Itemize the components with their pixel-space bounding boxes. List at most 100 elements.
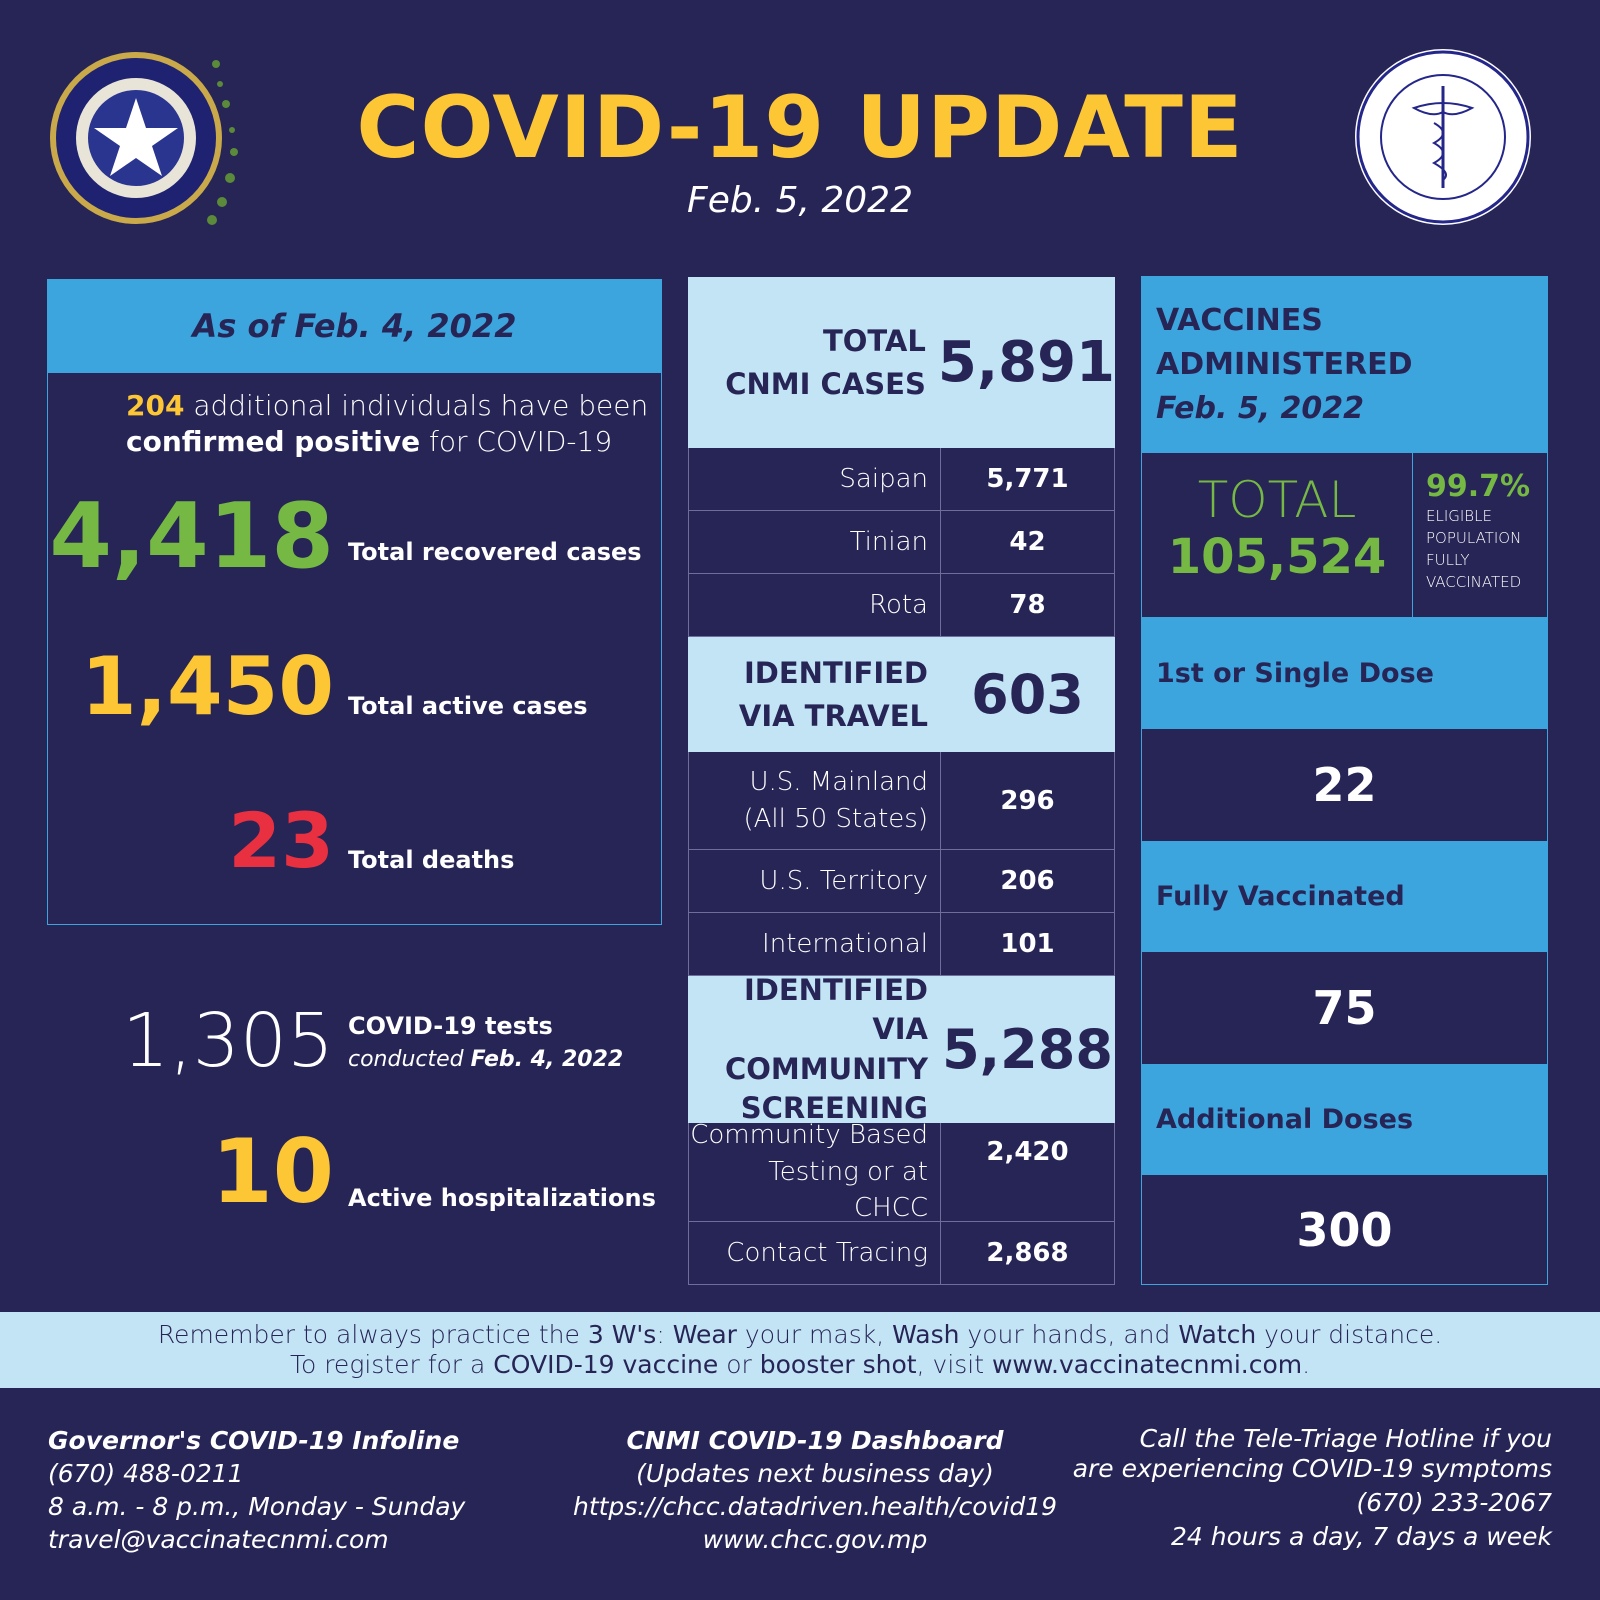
- row-value: 42: [1009, 527, 1046, 557]
- additional-count: 204: [126, 389, 185, 422]
- recovered-label: Total recovered cases: [348, 538, 642, 566]
- row-label: (All 50 States): [743, 803, 928, 834]
- table-row: Community Based Testing or at CHCC 2,420: [688, 1120, 1115, 1224]
- text: CNMI COVID-19 Dashboard: [626, 1426, 1004, 1455]
- text: COMMUNITY: [724, 1051, 928, 1086]
- table-row: Contact Tracing 2,868: [688, 1222, 1115, 1285]
- text: VACCINATED: [1426, 573, 1522, 591]
- row-value: 101: [1000, 929, 1055, 959]
- active-label: Total active cases: [348, 692, 588, 720]
- text: Feb. 4, 2022: [470, 1047, 624, 1072]
- text: 8 a.m. - 8 p.m., Monday - Sunday: [48, 1492, 466, 1521]
- text: .: [1302, 1350, 1311, 1379]
- row-label: Saipan: [689, 448, 941, 510]
- row-label: Testing or at CHCC: [768, 1156, 928, 1224]
- community-header: IDENTIFIED VIA COMMUNITY SCREENING 5,288: [688, 973, 1115, 1125]
- text: for COVID-19: [420, 425, 613, 458]
- text: are experiencing COVID-19 symptoms: [1072, 1454, 1552, 1483]
- text: VACCINES: [1156, 303, 1323, 338]
- vaccines-panel: VACCINES ADMINISTERED Feb. 5, 2022 TOTAL 1…: [1141, 276, 1548, 1285]
- dose-label: Fully Vaccinated: [1142, 841, 1547, 952]
- pct-value: 99.7%: [1426, 469, 1531, 504]
- fully-vaccinated-pct: 99.7% ELIGIBLE POPULATION FULLY VACCINATED: [1426, 469, 1530, 593]
- text: confirmed positive: [126, 425, 421, 458]
- text: ELIGIBLE: [1426, 507, 1492, 525]
- table-row: Rota 78: [688, 574, 1115, 637]
- vaccines-header: VACCINES ADMINISTERED Feb. 5, 2022: [1142, 277, 1547, 453]
- dashboard-link[interactable]: https://chcc.datadriven.health/covid19: [572, 1492, 1058, 1521]
- text: 24 hours a day, 7 days a week: [1171, 1522, 1552, 1551]
- text: , visit: [916, 1350, 992, 1379]
- hospitalizations-label: Active hospitalizations: [348, 1184, 656, 1212]
- page-title: COVID-19 UPDATE: [356, 78, 1244, 178]
- text: IDENTIFIED VIA: [744, 973, 928, 1047]
- website-link[interactable]: www.chcc.gov.mp: [702, 1525, 928, 1554]
- text: Wash: [892, 1320, 960, 1349]
- text: To register for a: [289, 1350, 494, 1379]
- row-label: Tinian: [689, 511, 941, 573]
- text: TOTAL: [1197, 471, 1357, 529]
- row-value: 5,771: [986, 464, 1069, 494]
- text: TOTAL: [822, 324, 926, 359]
- dose-value: 75: [1312, 981, 1377, 1035]
- text: additional individuals have been: [184, 389, 649, 422]
- cases-table: TOTAL CNMI CASES 5,891 Saipan 5,771 Tinian 4…: [688, 277, 1115, 1285]
- text: your mask,: [736, 1320, 893, 1349]
- deaths-count: 23: [228, 796, 334, 885]
- row-label: Rota: [689, 574, 941, 636]
- hospitalizations-count: 10: [211, 1120, 334, 1223]
- total-cases-header: TOTAL CNMI CASES 5,891: [688, 277, 1115, 448]
- deaths-label: Total deaths: [348, 846, 515, 874]
- as-of-date: As of Feb. 4, 2022: [48, 280, 661, 373]
- community-cases: 5,288: [942, 1018, 1113, 1081]
- text: ADMINISTERED: [1156, 347, 1413, 382]
- row-value: 2,420: [986, 1137, 1069, 1167]
- text: Remember to always practice the: [157, 1320, 588, 1349]
- update-date: Feb. 5, 2022: [686, 180, 913, 221]
- dose-value: 300: [1296, 1203, 1393, 1257]
- triage-info: Call the Tele-Triage Hotline if you are …: [1073, 1424, 1552, 1552]
- text: if you: [1474, 1424, 1552, 1453]
- row-value: 296: [1000, 785, 1055, 816]
- tests-count: 1,305: [122, 998, 334, 1084]
- dose-label: 1st or Single Dose: [1142, 617, 1547, 729]
- row-value: 2,868: [986, 1238, 1069, 1268]
- additional-cases-text: 204 additional individuals have been con…: [126, 388, 648, 460]
- infoline-info: Governor's COVID-19 Infoline (670) 488-0…: [48, 1424, 465, 1556]
- travel-cases: 603: [971, 663, 1084, 726]
- active-count: 1,450: [80, 640, 334, 733]
- cnmi-seal-logo: [48, 52, 248, 231]
- vaccine-link[interactable]: www.vaccinatecnmi.com: [991, 1350, 1303, 1379]
- dose-value: 22: [1312, 758, 1377, 812]
- row-label: Community Based: [690, 1120, 928, 1151]
- reminder-banner: Remember to always practice the 3 W's: W…: [0, 1312, 1600, 1388]
- total-cases: 5,891: [937, 330, 1115, 395]
- text: SCREENING: [740, 1090, 928, 1125]
- text: :: [656, 1320, 673, 1349]
- text: booster shot: [759, 1350, 917, 1379]
- dose-label: Additional Doses: [1142, 1064, 1547, 1175]
- tests-label: COVID-19 tests: [348, 1012, 553, 1040]
- chcc-logo: [1354, 48, 1532, 230]
- text: Tele-Triage Hotline: [1243, 1424, 1475, 1453]
- text: VIA TRAVEL: [738, 698, 928, 733]
- text: Call the: [1139, 1424, 1244, 1453]
- phone: (670) 488-0211: [48, 1459, 244, 1488]
- table-row: U.S. Mainland (All 50 States) 296: [688, 752, 1115, 850]
- summary-panel: As of Feb. 4, 2022: [47, 279, 662, 925]
- row-label: U.S. Mainland: [749, 767, 928, 798]
- text: your distance.: [1256, 1320, 1443, 1349]
- text: 3 W's: [587, 1320, 657, 1349]
- table-row: Tinian 42: [688, 511, 1115, 574]
- phone: (670) 233-2067: [1356, 1488, 1552, 1517]
- text: your hands, and: [959, 1320, 1179, 1349]
- text: Watch: [1178, 1320, 1257, 1349]
- tests-sub: conducted Feb. 4, 2022: [348, 1047, 623, 1072]
- recovered-count: 4,418: [49, 484, 334, 589]
- vaccines-total: TOTAL 105,524: [1142, 453, 1413, 617]
- text: Wear: [672, 1320, 737, 1349]
- dashboard-info: CNMI COVID-19 Dashboard (Updates next bu…: [560, 1424, 1070, 1556]
- email-link[interactable]: travel@vaccinatecnmi.com: [48, 1525, 389, 1554]
- table-row: Saipan 5,771: [688, 448, 1115, 511]
- row-label: U.S. Territory: [689, 850, 941, 912]
